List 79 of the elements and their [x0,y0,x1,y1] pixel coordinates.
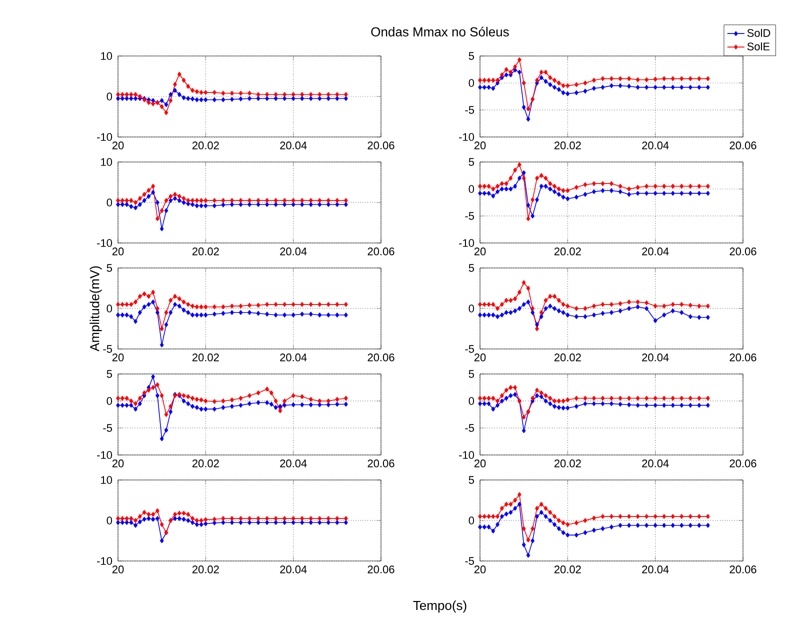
x-tick-label: 20.04 [280,566,307,574]
x-tick-label: 20 [474,248,486,256]
y-tick-label: 0 [106,397,112,405]
x-tick-label: 20.06 [368,248,394,256]
y-tick-label: 5 [468,52,474,60]
y-tick-label: 0 [106,304,112,312]
y-tick-label: 10 [101,52,112,60]
y-tick-label: 5 [468,264,474,272]
x-tick-label: 20.06 [368,566,394,574]
y-tick-label: -10 [459,133,474,141]
x-tick-label: 20.06 [730,142,756,150]
x-tick-label: 20.02 [192,566,219,574]
x-tick-label: 20.04 [642,566,669,574]
y-tick-label: 0 [468,185,474,193]
x-tick-label: 20.04 [642,354,669,362]
y-tick-label: 5 [468,476,474,484]
legend-label: SolE [747,42,770,50]
y-tick-label: 10 [101,158,112,166]
y-tick-label: 10 [101,476,112,484]
x-tick-label: 20.04 [280,248,307,256]
y-tick-label: -5 [465,424,474,432]
x-tick-label: 20.06 [730,248,756,256]
y-tick-label: -10 [97,133,112,141]
x-tick-label: 20.02 [554,142,581,150]
y-tick-label: -10 [459,239,474,247]
x-tick-label: 20.02 [192,142,219,150]
y-tick-label: -5 [465,106,474,114]
x-tick-label: 20.02 [192,354,219,362]
x-tick-label: 20.04 [280,142,307,150]
x-tick-label: 20.04 [642,460,669,468]
x-tick-label: 20.02 [554,460,581,468]
x-tick-label: 20.02 [554,566,581,574]
text: Ondas Mmax no Sóleus [371,26,509,36]
x-tick-label: 20 [474,354,486,362]
legend-label: SolD [747,28,770,37]
y-tick-label: 5 [106,370,112,378]
y-tick-label: -5 [465,557,474,565]
y-tick-label: -5 [103,424,112,432]
x-tick-label: 20 [474,460,486,468]
y-tick-label: -5 [465,345,474,353]
x-tick-label: 20.02 [192,248,219,256]
y-tick-label: -10 [459,451,474,459]
y-tick-label: 0 [468,79,474,87]
x-tick-label: 20.02 [554,354,581,362]
x-tick-label: 20.04 [280,354,307,362]
x-tick-label: 20 [112,566,124,574]
y-tick-label: 0 [106,516,112,524]
y-tick-label: 0 [106,198,112,206]
x-tick-label: 20.04 [280,460,307,468]
x-tick-label: 20.02 [192,460,219,468]
x-tick-label: 20 [112,248,124,256]
y-tick-label: 5 [468,370,474,378]
x-tick-label: 20.06 [368,142,394,150]
x-tick-label: 20.06 [730,460,756,468]
x-tick-label: 20 [112,460,124,468]
y-tick-label: -10 [97,239,112,247]
x-tick-label: 20.06 [368,460,394,468]
y-tick-label: -10 [97,557,112,565]
y-tick-label: 0 [106,92,112,100]
x-tick-label: 20.06 [730,566,756,574]
x-tick-label: 20 [474,142,486,150]
y-tick-label: 0 [468,516,474,524]
x-tick-label: 20.06 [368,354,394,362]
x-tick-label: 20.04 [642,248,669,256]
y-tick-label: -5 [103,345,112,353]
y-axis-title: Amplitude(mV) [90,266,102,352]
y-tick-label: 0 [468,304,474,312]
x-tick-label: 20 [112,354,124,362]
x-tick-label: 20 [112,142,124,150]
x-tick-label: 20.02 [554,248,581,256]
y-tick-label: -10 [97,451,112,459]
x-tick-label: 20.04 [642,142,669,150]
x-tick-label: 20.06 [730,354,756,362]
y-tick-label: 0 [468,397,474,405]
y-tick-label: -5 [465,212,474,220]
y-tick-label: 5 [468,158,474,166]
x-tick-label: 20 [474,566,486,574]
x-axis-title: Tempo(s) [413,600,466,613]
y-tick-label: 5 [106,264,112,272]
